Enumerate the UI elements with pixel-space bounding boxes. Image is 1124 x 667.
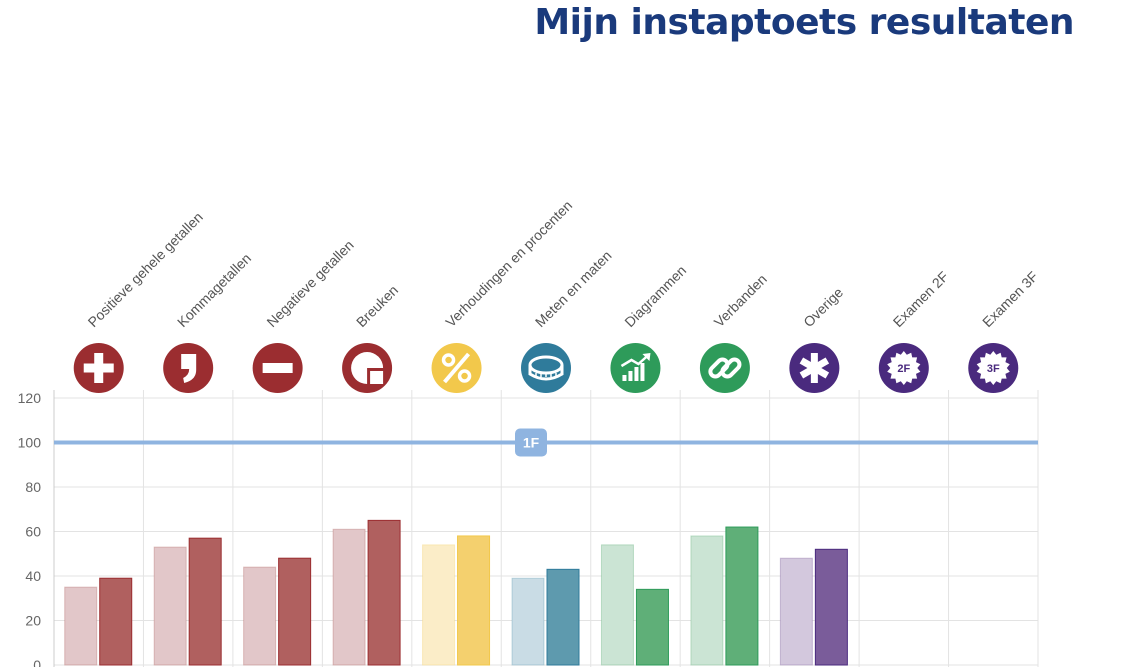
- category-label: Overige: [800, 284, 846, 330]
- bar-series-1: [690, 535, 724, 666]
- category-label: Diagrammen: [621, 262, 689, 330]
- category-label: Verbanden: [711, 271, 770, 330]
- y-tick-label: 80: [25, 479, 41, 495]
- comma-icon: [163, 343, 214, 393]
- bar-series-1: [64, 586, 98, 666]
- measuring-tape-icon: [521, 343, 571, 393]
- category-label: Examen 2F: [890, 268, 952, 330]
- bar-growth-chart-icon: [610, 343, 661, 393]
- y-tick-label: 40: [25, 568, 41, 584]
- bar-series-2: [457, 535, 491, 666]
- y-tick-label: 120: [18, 390, 42, 406]
- page-title: Mijn instaptoets resultaten: [534, 2, 1074, 43]
- minus-icon: [252, 343, 303, 393]
- link-chain-icon: [699, 343, 750, 393]
- bar-series-2: [725, 526, 759, 666]
- svg-text:2F: 2F: [897, 363, 910, 375]
- fraction-pie-icon: [342, 343, 393, 393]
- svg-text:3F: 3F: [987, 363, 1000, 375]
- bar-series-2: [635, 588, 669, 666]
- category-label: Meten en maten: [532, 247, 615, 330]
- category-label: Kommagetallen: [174, 250, 254, 330]
- reference-line-badge: [515, 428, 547, 457]
- y-tick-label: 0: [33, 657, 41, 667]
- y-tick-label: 20: [25, 613, 41, 629]
- bar-series-1: [243, 566, 277, 666]
- bar-series-2: [814, 548, 848, 666]
- bar-series-1: [779, 557, 813, 666]
- category-label: Examen 3F: [979, 268, 1041, 330]
- y-tick-label: 100: [18, 435, 42, 451]
- bar-series-2: [367, 519, 401, 666]
- y-tick-label: 60: [25, 524, 41, 540]
- bar-series-2: [99, 577, 133, 666]
- bar-series-1: [332, 528, 366, 666]
- asterisk-icon: [789, 343, 840, 393]
- plus-icon: [73, 343, 124, 393]
- percent-icon: [431, 343, 482, 393]
- bar-series-2: [278, 557, 312, 666]
- category-label: Breuken: [353, 282, 401, 330]
- category-label: Negatieve getallen: [263, 237, 356, 330]
- bar-series-1: [511, 577, 545, 666]
- bar-series-1: [422, 544, 456, 666]
- bar-series-1: [153, 546, 187, 666]
- badge-2f-icon: 2F: [878, 343, 929, 393]
- bar-series-2: [546, 568, 580, 666]
- bar-series-2: [188, 537, 222, 666]
- reference-line-label: 1F: [523, 435, 540, 451]
- badge-3f-icon: 3F: [968, 343, 1019, 393]
- bar-series-1: [600, 544, 634, 666]
